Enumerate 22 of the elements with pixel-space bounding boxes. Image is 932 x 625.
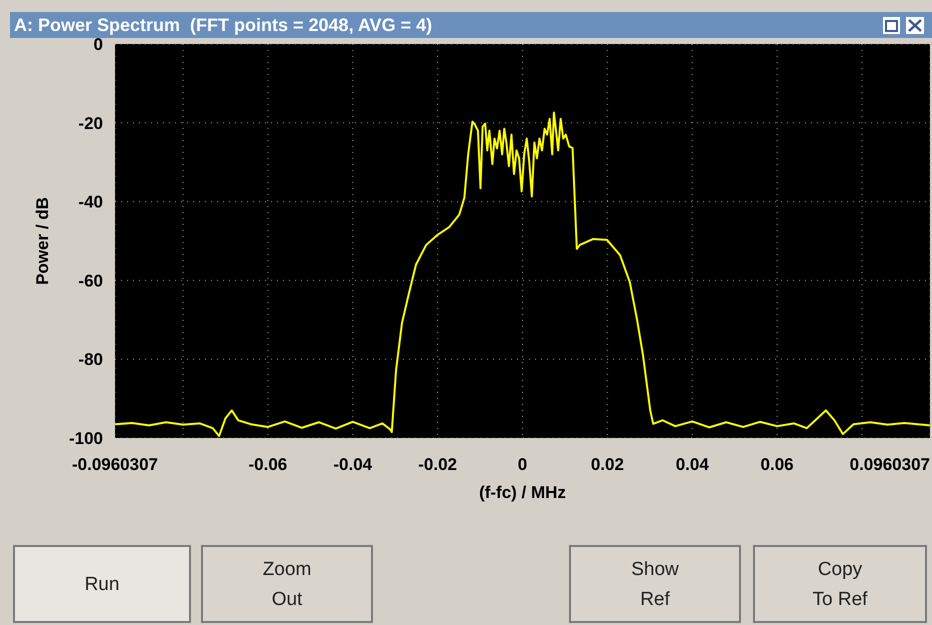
y-tick-label: 0: [94, 35, 103, 54]
x-tick-label: 0: [518, 455, 528, 474]
x-tick-label: 0.02: [590, 455, 624, 474]
text: Copy To Ref: [812, 559, 868, 610]
x-tick-label: 0.0960307: [850, 455, 930, 474]
x-tick-label: -0.04: [333, 455, 373, 474]
x-tick-label: -0.06: [248, 455, 288, 474]
x-axis-title: (f-fc) / MHz: [479, 483, 566, 502]
x-tick-label: 0.06: [760, 455, 794, 474]
text: Zoom Out: [262, 559, 312, 610]
y-axis-title: Power / dB: [33, 197, 52, 285]
x-tick-label: -0.02: [418, 455, 458, 474]
y-tick-label: -20: [78, 114, 103, 133]
y-tick-label: -40: [78, 192, 103, 212]
chart-title: A: Power Spectrum (FFT points = 2048, AVG = 4): [14, 15, 432, 35]
x-tick-label: 0.04: [676, 455, 710, 474]
text: Run: [84, 574, 120, 595]
text: Show Ref: [631, 559, 680, 610]
y-tick-label: -80: [78, 350, 103, 370]
x-tick-label: -0.0960307: [72, 455, 158, 474]
y-tick-label: -100: [68, 429, 103, 448]
y-tick-label: -60: [78, 271, 103, 290]
